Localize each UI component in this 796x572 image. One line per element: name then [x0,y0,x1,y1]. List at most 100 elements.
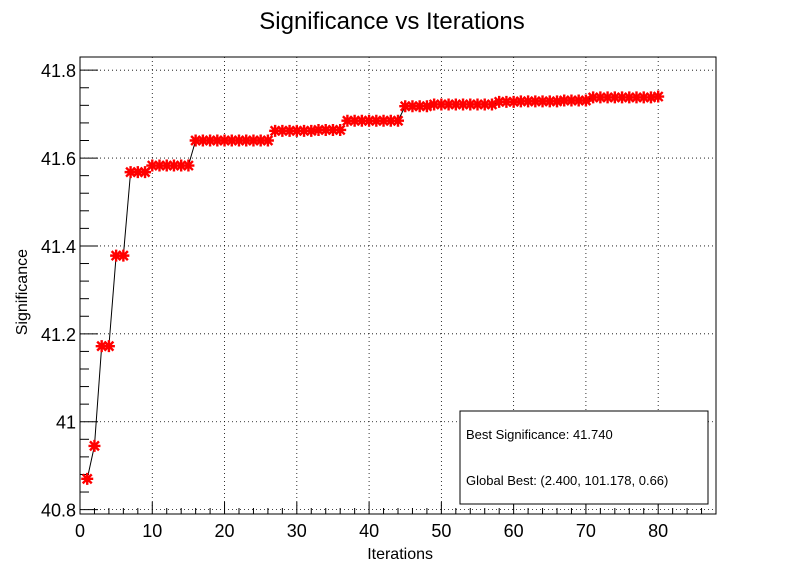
data-point [558,94,571,107]
data-point [587,91,600,104]
data-point [240,134,253,147]
data-point [579,94,592,107]
data-point [514,95,527,108]
data-point [384,114,397,127]
x-axis-title: Iterations [367,546,433,563]
data-point [392,114,404,127]
data-point [175,159,188,172]
data-point [543,95,556,108]
x-tick-label: 20 [215,521,235,541]
data-point [370,114,383,127]
x-tick-label: 60 [504,521,524,541]
y-tick-label: 41.2 [41,325,76,345]
data-point [363,114,376,127]
data-point [478,98,491,111]
x-tick-label: 0 [75,521,85,541]
data-point [319,123,332,136]
legend-frame [459,410,709,505]
data-point [167,159,180,172]
axes: 0 10 20 30 40 50 60 70 80 40.8 41 41.2 41.4 41.6 41.8 [41,61,717,541]
data-point [601,91,614,104]
data-point [117,249,130,262]
data-point [95,340,108,353]
data-point [406,100,419,113]
data-point [428,98,441,111]
data-point [290,124,303,137]
data-point [413,100,426,113]
y-axis-title: Significance [14,249,31,335]
data-point [182,159,195,172]
data-point [399,100,412,113]
data-point [348,114,361,127]
data-point [88,439,101,452]
data-point [261,134,274,147]
data-point [298,124,311,137]
data-point [131,166,144,179]
data-point [211,134,224,147]
chart-title: Significance vs Iterations [259,8,524,35]
data-point [522,95,535,108]
data-point [254,134,267,147]
data-point [160,159,173,172]
data-point [435,98,448,111]
x-tick-label: 30 [287,521,307,541]
data-point [81,472,94,485]
y-tick-label: 41.4 [41,237,76,257]
legend-box: Best Significance: 41.740 Global Best: (… [459,410,709,505]
data-point [247,134,260,147]
data-series [81,90,665,485]
data-point [500,95,513,108]
data-point [312,123,325,136]
data-point [355,114,368,127]
legend-global-best: Global Best: (2.400, 101.178, 0.66) [466,473,668,488]
data-point [536,95,549,108]
data-point [139,166,152,179]
x-tick-label: 10 [142,521,162,541]
y-tick-label: 41.8 [41,61,76,81]
data-point [493,95,506,108]
data-point [326,123,339,136]
legend-best-significance: Best Significance: 41.740 [466,427,613,442]
data-point [110,249,123,262]
data-point [637,91,650,104]
data-point [616,91,629,104]
data-point [334,123,347,136]
data-point [652,90,665,103]
data-point [442,98,455,111]
data-point [471,98,484,111]
data-point [529,95,542,108]
x-tick-label: 80 [648,521,668,541]
x-tick-label: 40 [359,521,379,541]
y-tick-label: 41.6 [41,149,76,169]
data-point [565,94,578,107]
data-point [377,114,390,127]
x-tick-label: 50 [431,521,451,541]
data-point [283,124,296,137]
data-point [102,340,115,353]
data-point [464,98,477,111]
data-point [572,94,585,107]
data-point [225,134,238,147]
data-point [124,166,137,179]
data-point [204,134,217,147]
data-point [341,114,354,127]
data-point [457,98,470,111]
data-point [146,159,159,172]
data-point [276,124,289,137]
data-point [449,98,462,111]
data-point [623,91,636,104]
y-tick-label: 40.8 [41,501,76,521]
data-point [196,134,209,147]
data-point [594,91,607,104]
plot-frame [79,56,717,515]
data-point [189,134,202,147]
data-point [269,124,282,137]
data-point [218,134,231,147]
data-point [233,134,245,147]
data-point [608,91,621,104]
x-tick-label: 70 [576,521,596,541]
y-tick-label: 41 [56,413,76,433]
data-point [630,91,643,104]
data-point [153,159,166,172]
